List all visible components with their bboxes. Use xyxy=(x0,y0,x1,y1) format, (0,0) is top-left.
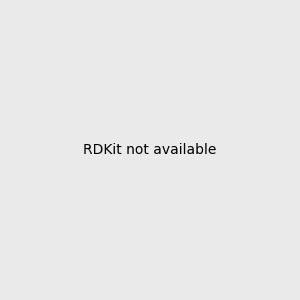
Text: RDKit not available: RDKit not available xyxy=(83,143,217,157)
